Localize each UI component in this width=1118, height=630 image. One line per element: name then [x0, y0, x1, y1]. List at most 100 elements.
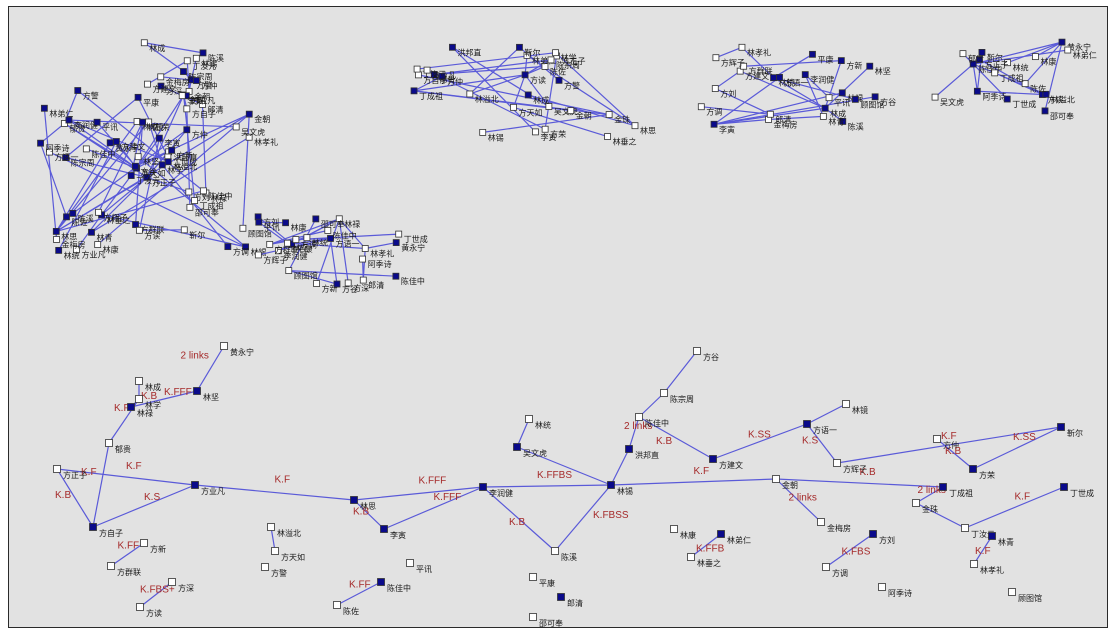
- graph-node[interactable]: 丁汝元: [961, 524, 996, 540]
- node-square[interactable]: [557, 593, 565, 601]
- node-square[interactable]: [717, 530, 725, 538]
- node-square[interactable]: [105, 439, 113, 447]
- node-square[interactable]: [939, 483, 947, 491]
- graph-node[interactable]: 吴文虎: [513, 443, 548, 459]
- graph-node[interactable]: 林统: [525, 415, 552, 431]
- graph-node[interactable]: 洪邦直: [625, 445, 660, 461]
- graph-node[interactable]: 林成: [135, 377, 162, 393]
- graph-node[interactable]: 方深: [168, 578, 195, 594]
- graph-node[interactable]: 方群联: [107, 562, 142, 578]
- node-square[interactable]: [670, 525, 678, 533]
- graph-node[interactable]: 陈佳中: [635, 413, 670, 429]
- node-square[interactable]: [529, 573, 537, 581]
- graph-node[interactable]: 林镜: [842, 400, 869, 416]
- graph-node[interactable]: 顾图馆: [1008, 588, 1043, 604]
- graph-node[interactable]: 林溢北: [267, 523, 302, 539]
- node-square[interactable]: [193, 387, 201, 395]
- graph-node[interactable]: 方仲: [933, 435, 960, 451]
- graph-node[interactable]: 方天如: [271, 547, 306, 563]
- node-square[interactable]: [406, 559, 414, 567]
- node-square[interactable]: [479, 483, 487, 491]
- node-square[interactable]: [168, 578, 176, 586]
- graph-node[interactable]: 方警: [261, 563, 288, 579]
- graph-node[interactable]: 方读: [136, 603, 163, 619]
- graph-node[interactable]: 李润健: [479, 483, 514, 499]
- graph-node[interactable]: 方谷: [693, 347, 720, 363]
- graph-node[interactable]: 林锡: [607, 481, 634, 497]
- node-square[interactable]: [693, 347, 701, 355]
- graph-node[interactable]: 林学: [135, 395, 162, 411]
- node-square[interactable]: [513, 443, 521, 451]
- graph-node[interactable]: 方刘: [869, 530, 896, 546]
- node-square[interactable]: [107, 562, 115, 570]
- graph-node[interactable]: 金珠: [912, 499, 939, 515]
- node-square[interactable]: [350, 496, 358, 504]
- graph-node[interactable]: 靳尔: [1057, 423, 1084, 439]
- graph-node[interactable]: 方调: [822, 563, 849, 579]
- node-square[interactable]: [709, 455, 717, 463]
- graph-node[interactable]: 林坚: [193, 387, 220, 403]
- node-square[interactable]: [772, 475, 780, 483]
- node-square[interactable]: [878, 583, 886, 591]
- node-square[interactable]: [1008, 588, 1016, 596]
- graph-node[interactable]: 郎清: [557, 593, 584, 609]
- graph-node[interactable]: 陈佐: [333, 601, 360, 617]
- graph-node[interactable]: 方新: [140, 539, 167, 555]
- node-square[interactable]: [525, 415, 533, 423]
- node-square[interactable]: [869, 530, 877, 538]
- graph-node[interactable]: 李寅: [380, 525, 407, 541]
- node-square[interactable]: [135, 395, 143, 403]
- graph-node[interactable]: 方荣: [969, 465, 996, 481]
- node-square[interactable]: [333, 601, 341, 609]
- node-square[interactable]: [607, 481, 615, 489]
- graph-node[interactable]: 林禄: [127, 403, 154, 419]
- graph-node[interactable]: 林康: [670, 525, 697, 541]
- graph-node[interactable]: 陈溪: [551, 547, 578, 563]
- node-square[interactable]: [89, 523, 97, 531]
- graph-node[interactable]: 陈佳中: [377, 578, 412, 594]
- graph-node[interactable]: 林孝礼: [970, 560, 1005, 576]
- node-square[interactable]: [191, 481, 199, 489]
- node-square[interactable]: [261, 563, 269, 571]
- node-square[interactable]: [961, 524, 969, 532]
- node-square[interactable]: [271, 547, 279, 555]
- graph-node[interactable]: 林弟仁: [717, 530, 752, 546]
- node-square[interactable]: [988, 532, 996, 540]
- graph-node[interactable]: 林垂之: [687, 553, 722, 569]
- graph-node[interactable]: 平讯: [406, 559, 433, 575]
- graph-node[interactable]: 黄永宁: [220, 342, 255, 358]
- graph-node[interactable]: 方正子: [53, 465, 88, 481]
- node-square[interactable]: [833, 459, 841, 467]
- node-square[interactable]: [140, 539, 148, 547]
- graph-node[interactable]: 阿季诗: [878, 583, 913, 599]
- graph-node[interactable]: 方建文: [709, 455, 744, 471]
- node-square[interactable]: [912, 499, 920, 507]
- node-square[interactable]: [625, 445, 633, 453]
- graph-node[interactable]: 方辉子: [833, 459, 868, 475]
- graph-node[interactable]: 方自子: [89, 523, 124, 539]
- graph-node[interactable]: 金朝: [772, 475, 799, 491]
- node-square[interactable]: [970, 560, 978, 568]
- node-square[interactable]: [267, 523, 275, 531]
- node-square[interactable]: [822, 563, 830, 571]
- graph-node[interactable]: 金梅房: [817, 518, 852, 534]
- node-square[interactable]: [969, 465, 977, 473]
- node-square[interactable]: [380, 525, 388, 533]
- graph-node[interactable]: 郁贵: [105, 439, 132, 455]
- graph-node[interactable]: 林青: [988, 532, 1015, 548]
- node-square[interactable]: [529, 613, 537, 621]
- node-square[interactable]: [817, 518, 825, 526]
- node-square[interactable]: [1057, 423, 1065, 431]
- graph-node[interactable]: 林思: [350, 496, 377, 512]
- graph-node[interactable]: 陈宗周: [660, 389, 695, 405]
- graph-node[interactable]: 丁世成: [1060, 483, 1095, 499]
- node-square[interactable]: [53, 465, 61, 473]
- node-square[interactable]: [842, 400, 850, 408]
- graph-node[interactable]: 方业凡: [191, 481, 226, 497]
- node-square[interactable]: [687, 553, 695, 561]
- node-square[interactable]: [660, 389, 668, 397]
- node-square[interactable]: [135, 377, 143, 385]
- node-square[interactable]: [635, 413, 643, 421]
- node-square[interactable]: [127, 403, 135, 411]
- node-square[interactable]: [136, 603, 144, 611]
